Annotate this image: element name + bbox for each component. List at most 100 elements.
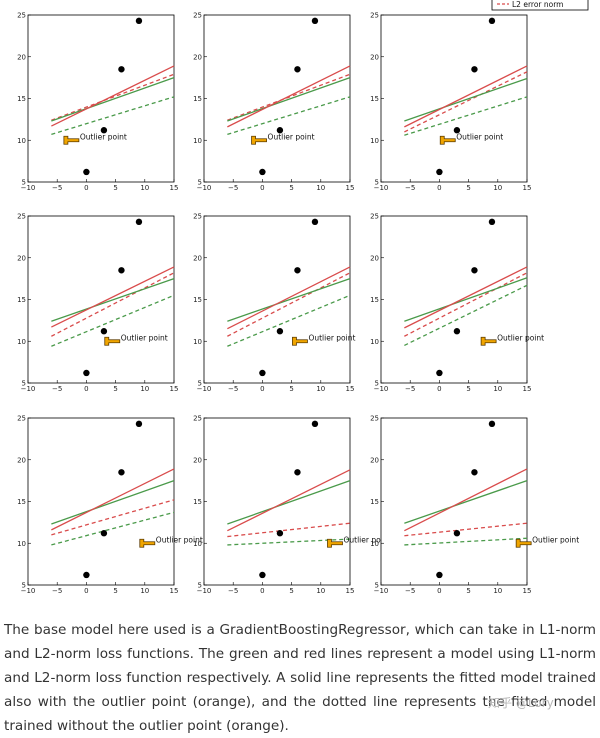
y-tick-label: 25 (17, 12, 26, 20)
y-tick-label: 5 (22, 380, 26, 388)
x-tick-label: −10 (374, 587, 389, 595)
y-tick-label: 5 (22, 582, 26, 590)
y-tick-label: 20 (193, 254, 202, 262)
outlier-shape (480, 336, 497, 346)
y-tick-label: 20 (370, 456, 379, 464)
y-tick-label: 25 (370, 415, 379, 423)
x-tick-label: −10 (21, 587, 36, 595)
outlier-shape (104, 336, 121, 346)
l1-solid-line (51, 77, 175, 122)
x-tick-label: 0 (437, 385, 441, 393)
y-tick-label: 10 (17, 338, 26, 346)
plot-frame (203, 14, 351, 183)
plot-frame (27, 14, 175, 183)
y-tick-label: 15 (193, 95, 202, 103)
y-tick-label: 5 (198, 179, 202, 187)
x-tick-label: 5 (466, 385, 470, 393)
data-point (453, 127, 461, 134)
l1-dashed-line (51, 511, 175, 546)
data-point (453, 530, 461, 537)
y-tick-label: 15 (370, 296, 379, 304)
y-tick-label: 20 (370, 254, 379, 262)
x-tick-label: 15 (346, 184, 355, 192)
x-tick-label: −5 (52, 587, 62, 595)
l2-solid-line (51, 468, 175, 531)
l2-solid-line (404, 65, 528, 128)
data-point (118, 267, 125, 274)
l2-dashed-line (51, 73, 175, 121)
data-point (276, 530, 284, 537)
y-tick-label: 10 (193, 338, 202, 346)
data-point (294, 267, 301, 274)
l1-solid-line (404, 77, 528, 122)
l1-solid-line (227, 278, 351, 322)
outlier-marker (439, 135, 456, 145)
x-tick-label: −5 (228, 184, 238, 192)
l2-dashed-line (404, 71, 528, 133)
data-point (276, 328, 284, 335)
x-tick-label: −10 (197, 184, 212, 192)
outlier-shape (139, 538, 156, 548)
l1-dashed-line (227, 96, 351, 136)
outlier-label: Outlier point (343, 535, 390, 544)
y-tick-label: 15 (193, 296, 202, 304)
plot-frame (27, 417, 175, 586)
outlier-shape (292, 336, 308, 346)
x-tick-label: 10 (493, 385, 502, 393)
data-point (276, 127, 284, 134)
y-tick-label: 5 (375, 179, 379, 187)
x-tick-label: 0 (437, 587, 441, 595)
y-tick-label: 20 (17, 456, 26, 464)
l1-solid-line (227, 480, 351, 525)
data-point (471, 469, 478, 476)
x-tick-label: 5 (466, 587, 470, 595)
l2-solid-line (51, 266, 175, 328)
y-tick-label: 10 (193, 137, 202, 145)
l2-dashed-line (227, 272, 351, 337)
outlier-label: Outlier point (268, 132, 315, 141)
l1-dashed-line (227, 294, 351, 347)
x-tick-label: −10 (21, 385, 36, 393)
panel-3: −10 −5 0 5 10 15 5 10 15 20 25 Outlier point (370, 12, 531, 193)
x-tick-label: −5 (405, 184, 415, 192)
x-tick-label: 5 (466, 184, 470, 192)
y-tick-label: 25 (17, 415, 26, 423)
y-tick-label: 25 (193, 213, 202, 221)
x-tick-label: −10 (374, 385, 389, 393)
x-tick-label: 0 (84, 184, 88, 192)
data-point (311, 218, 319, 226)
x-tick-label: −5 (405, 385, 415, 393)
x-tick-label: 5 (289, 184, 293, 192)
x-tick-label: −5 (228, 385, 238, 393)
x-tick-label: 15 (346, 587, 355, 595)
outlier-label: Outlier point (156, 535, 203, 544)
l2-dashed-line (227, 73, 351, 121)
figure: L2 error norm −10 −5 0 5 10 15 5 10 15 20 25 Outlie… (17, 0, 589, 596)
y-tick-label: 15 (17, 498, 26, 506)
panel-2: −10 −5 0 5 10 15 5 10 15 20 25 Outlier point (193, 12, 354, 193)
plot-frame (380, 417, 528, 586)
data-point (259, 369, 266, 377)
data-point (453, 328, 461, 335)
outlier-marker (515, 538, 532, 548)
plot-frame (203, 215, 351, 384)
y-tick-label: 25 (193, 12, 202, 20)
data-point (294, 66, 301, 73)
panel-8: −10 −5 0 5 10 15 5 10 15 20 25 Outlier point (193, 415, 390, 596)
x-tick-label: 5 (113, 184, 117, 192)
l2-solid-line (51, 65, 175, 127)
data-point (135, 218, 143, 226)
l1-solid-line (51, 480, 175, 525)
data-point (118, 66, 125, 73)
l2-dashed-line (51, 272, 175, 337)
legend: L2 error norm (491, 0, 589, 11)
l1-dashed-line (404, 284, 528, 347)
y-tick-label: 25 (370, 12, 379, 20)
x-tick-label: 15 (346, 385, 355, 393)
l1-solid-line (227, 77, 351, 122)
x-tick-label: 10 (140, 385, 149, 393)
y-tick-label: 25 (370, 213, 379, 221)
y-tick-label: 5 (198, 582, 202, 590)
x-tick-label: −5 (52, 385, 62, 393)
outlier-shape (251, 135, 267, 145)
